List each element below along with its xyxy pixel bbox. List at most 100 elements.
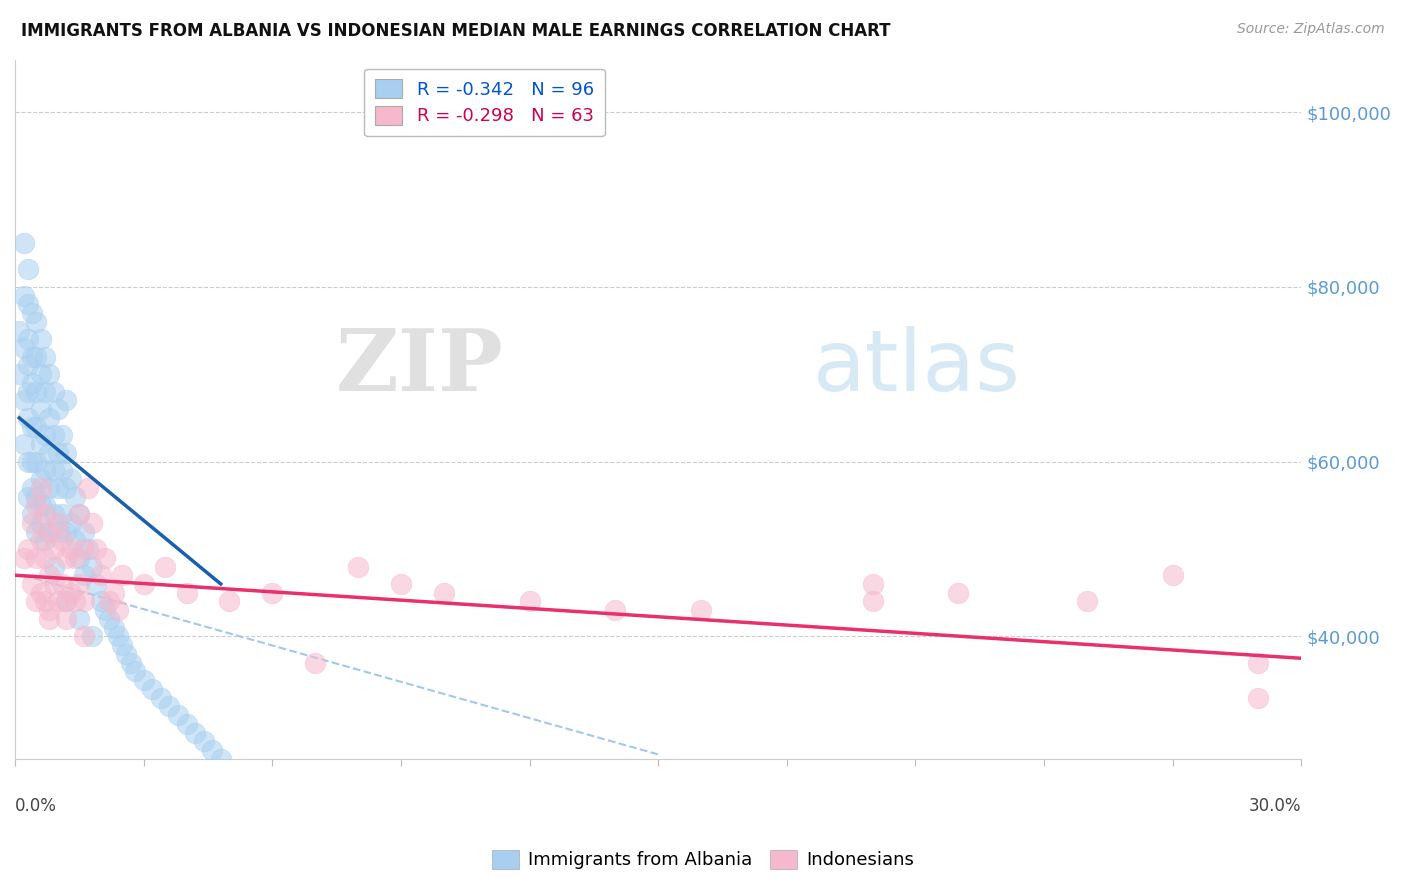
Point — [59, 516, 82, 530]
Point — [21, 306, 44, 320]
Point — [51, 577, 73, 591]
Point — [46, 524, 69, 539]
Point — [17, 297, 39, 311]
Point — [82, 629, 104, 643]
Point — [46, 481, 69, 495]
Point — [201, 743, 224, 757]
Point — [77, 481, 100, 495]
Point — [157, 699, 180, 714]
Point — [34, 507, 56, 521]
Point — [25, 315, 48, 329]
Point — [42, 577, 65, 591]
Point — [38, 524, 60, 539]
Point — [38, 603, 60, 617]
Point — [1161, 568, 1184, 582]
Point — [72, 568, 94, 582]
Point — [25, 384, 48, 399]
Point — [8, 368, 31, 382]
Text: IMMIGRANTS FROM ALBANIA VS INDONESIAN MEDIAN MALE EARNINGS CORRELATION CHART: IMMIGRANTS FROM ALBANIA VS INDONESIAN ME… — [21, 22, 890, 40]
Point — [25, 594, 48, 608]
Point — [25, 550, 48, 565]
Point — [30, 402, 52, 417]
Text: 0.0%: 0.0% — [15, 797, 56, 815]
Point — [25, 524, 48, 539]
Point — [90, 594, 112, 608]
Point — [21, 350, 44, 364]
Point — [17, 411, 39, 425]
Point — [149, 690, 172, 705]
Point — [55, 594, 77, 608]
Point — [63, 550, 86, 565]
Point — [34, 594, 56, 608]
Point — [153, 559, 176, 574]
Point — [17, 542, 39, 557]
Point — [82, 516, 104, 530]
Point — [55, 524, 77, 539]
Point — [433, 585, 456, 599]
Point — [38, 411, 60, 425]
Point — [120, 656, 142, 670]
Point — [176, 716, 198, 731]
Point — [124, 665, 146, 679]
Point — [304, 656, 326, 670]
Point — [25, 499, 48, 513]
Point — [21, 481, 44, 495]
Point — [59, 542, 82, 557]
Point — [30, 472, 52, 486]
Point — [98, 612, 121, 626]
Point — [38, 568, 60, 582]
Point — [63, 594, 86, 608]
Point — [55, 446, 77, 460]
Point — [67, 577, 90, 591]
Point — [1247, 690, 1270, 705]
Point — [862, 577, 884, 591]
Point — [34, 533, 56, 548]
Point — [30, 332, 52, 346]
Point — [98, 594, 121, 608]
Point — [1247, 656, 1270, 670]
Point — [21, 507, 44, 521]
Point — [107, 603, 129, 617]
Point — [90, 568, 112, 582]
Point — [72, 524, 94, 539]
Text: Source: ZipAtlas.com: Source: ZipAtlas.com — [1237, 22, 1385, 37]
Point — [13, 341, 35, 355]
Point — [25, 350, 48, 364]
Point — [111, 638, 134, 652]
Point — [132, 577, 155, 591]
Point — [17, 359, 39, 373]
Legend: Immigrants from Albania, Indonesians: Immigrants from Albania, Indonesians — [482, 841, 924, 879]
Point — [55, 594, 77, 608]
Point — [94, 550, 117, 565]
Point — [38, 446, 60, 460]
Point — [51, 463, 73, 477]
Point — [51, 507, 73, 521]
Point — [46, 516, 69, 530]
Point — [103, 621, 125, 635]
Point — [262, 585, 284, 599]
Point — [209, 752, 232, 766]
Point — [34, 384, 56, 399]
Point — [21, 376, 44, 390]
Point — [34, 463, 56, 477]
Point — [30, 585, 52, 599]
Point — [38, 612, 60, 626]
Point — [42, 507, 65, 521]
Point — [72, 542, 94, 557]
Point — [107, 629, 129, 643]
Legend: R = -0.342   N = 96, R = -0.298   N = 63: R = -0.342 N = 96, R = -0.298 N = 63 — [364, 69, 605, 136]
Point — [30, 368, 52, 382]
Point — [67, 612, 90, 626]
Point — [17, 455, 39, 469]
Point — [132, 673, 155, 687]
Point — [690, 603, 713, 617]
Point — [17, 384, 39, 399]
Point — [519, 594, 541, 608]
Text: ZIP: ZIP — [336, 326, 503, 409]
Point — [55, 550, 77, 565]
Point — [25, 419, 48, 434]
Point — [8, 324, 31, 338]
Point — [42, 559, 65, 574]
Point — [218, 594, 240, 608]
Point — [46, 446, 69, 460]
